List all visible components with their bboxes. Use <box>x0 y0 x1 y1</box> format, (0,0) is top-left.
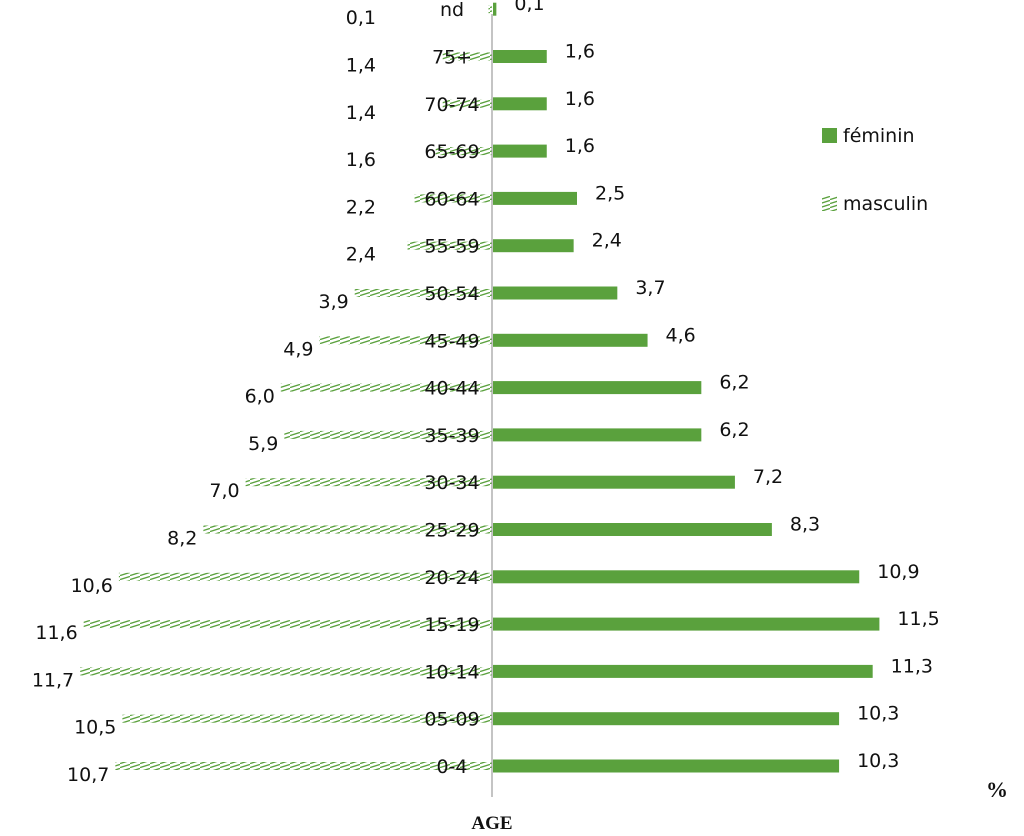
category-label-50-54: 50-54 <box>424 283 479 305</box>
value-label-feminin-50-54: 3,7 <box>635 277 665 299</box>
value-label-masculin-05-09: 10,5 <box>74 717 116 739</box>
value-label-masculin-20-24: 10,6 <box>71 575 113 597</box>
value-label-masculin-50-54: 3,9 <box>319 291 349 313</box>
bar-feminin-0-4 <box>493 759 840 773</box>
category-label-25-29: 25-29 <box>424 520 479 542</box>
category-label-05-09: 05-09 <box>424 709 479 731</box>
value-label-masculin-45-49: 4,9 <box>283 338 313 360</box>
bar-masculin-30-34 <box>245 478 492 487</box>
bar-masculin-25-29 <box>203 525 493 534</box>
category-label-60-64: 60-64 <box>424 188 479 210</box>
legend-label-feminin: féminin <box>843 125 915 147</box>
value-label-feminin-35-39: 6,2 <box>719 419 749 441</box>
bar-masculin-55-59 <box>407 241 492 250</box>
value-label-masculin-nd: 0,1 <box>346 7 376 29</box>
bar-masculin-20-24 <box>118 572 492 581</box>
value-label-feminin-45-49: 4,6 <box>666 324 696 346</box>
bar-masculin-10-14 <box>80 667 492 676</box>
category-label-40-44: 40-44 <box>424 378 479 400</box>
bar-feminin-nd <box>493 2 497 16</box>
legend: féminin masculin <box>822 125 928 215</box>
value-label-feminin-25-29: 8,3 <box>790 514 820 536</box>
value-label-feminin-20-24: 10,9 <box>877 561 919 583</box>
legend-swatch-feminin <box>822 128 837 143</box>
bar-masculin-60-64 <box>414 194 492 203</box>
value-label-feminin-05-09: 10,3 <box>857 703 899 725</box>
value-label-masculin-55-59: 2,4 <box>346 244 376 266</box>
value-label-feminin-65-69: 1,6 <box>565 135 595 157</box>
bar-feminin-45-49 <box>493 333 648 347</box>
legend-swatch-masculin <box>822 196 837 211</box>
bar-feminin-60-64 <box>493 191 577 205</box>
bar-feminin-40-44 <box>493 381 702 395</box>
unit-label: % <box>986 777 1008 802</box>
bar-masculin-0-4 <box>115 762 493 770</box>
value-label-masculin-65-69: 1,6 <box>346 149 376 171</box>
bar-feminin-35-39 <box>493 428 702 442</box>
value-label-feminin-30-34: 7,2 <box>753 466 783 488</box>
value-label-masculin-60-64: 2,2 <box>346 196 376 218</box>
value-label-masculin-35-39: 5,9 <box>248 433 278 455</box>
value-label-masculin-0-4: 10,7 <box>67 764 109 786</box>
bar-masculin-15-19 <box>83 620 493 629</box>
value-label-masculin-30-34: 7,0 <box>209 480 239 502</box>
bar-masculin-35-39 <box>284 430 492 439</box>
value-label-masculin-25-29: 8,2 <box>167 528 197 550</box>
category-label-nd: nd <box>440 0 464 21</box>
value-label-masculin-15-19: 11,6 <box>35 622 77 644</box>
category-label-15-19: 15-19 <box>424 614 479 636</box>
bar-feminin-25-29 <box>493 523 772 536</box>
value-label-masculin-40-44: 6,0 <box>245 386 275 408</box>
value-label-feminin-0-4: 10,3 <box>857 750 899 772</box>
value-label-feminin-10-14: 11,3 <box>891 655 933 677</box>
legend-label-masculin: masculin <box>843 193 928 215</box>
value-label-feminin-75plus: 1,6 <box>565 41 595 63</box>
category-label-10-14: 10-14 <box>424 661 479 683</box>
category-label-75plus: 75+ <box>432 47 472 69</box>
value-label-feminin-60-64: 2,5 <box>595 182 625 204</box>
bar-feminin-05-09 <box>493 712 840 726</box>
value-label-masculin-75plus: 1,4 <box>346 55 376 77</box>
bar-feminin-65-69 <box>493 144 547 158</box>
bar-feminin-55-59 <box>493 239 574 253</box>
bar-masculin-65-69 <box>435 147 492 156</box>
value-label-feminin-nd: 0,1 <box>514 0 544 15</box>
category-label-45-49: 45-49 <box>424 330 479 352</box>
bar-masculin-05-09 <box>122 714 493 723</box>
category-label-0-4: 0-4 <box>436 756 467 778</box>
bar-feminin-70-74 <box>493 97 547 111</box>
value-label-feminin-70-74: 1,6 <box>565 88 595 110</box>
bar-masculin-70-74 <box>442 99 492 108</box>
value-label-feminin-55-59: 2,4 <box>592 230 622 252</box>
category-label-55-59: 55-59 <box>424 236 479 258</box>
bar-feminin-20-24 <box>493 570 860 584</box>
bar-masculin-75plus <box>442 52 492 61</box>
value-label-masculin-10-14: 11,7 <box>32 669 74 691</box>
bar-masculin-45-49 <box>319 336 492 345</box>
bars-layer <box>80 2 880 773</box>
bar-feminin-50-54 <box>493 286 618 300</box>
bar-feminin-10-14 <box>493 664 873 678</box>
category-label-30-34: 30-34 <box>424 472 479 494</box>
value-label-feminin-40-44: 6,2 <box>719 372 749 394</box>
bar-masculin-40-44 <box>280 383 492 392</box>
bar-feminin-75plus <box>493 50 547 63</box>
value-label-masculin-70-74: 1,4 <box>346 102 376 124</box>
category-label-20-24: 20-24 <box>424 567 479 589</box>
category-label-65-69: 65-69 <box>424 141 479 163</box>
bar-masculin-50-54 <box>354 289 492 297</box>
bar-feminin-15-19 <box>493 617 880 631</box>
value-label-feminin-15-19: 11,5 <box>897 608 939 630</box>
bar-masculin-nd <box>488 5 492 14</box>
x-axis-title: AGE <box>471 813 512 834</box>
category-label-35-39: 35-39 <box>424 425 479 447</box>
category-label-70-74: 70-74 <box>424 94 479 116</box>
bar-feminin-30-34 <box>493 475 735 489</box>
labels-layer: 0-4 10,3 10,7 05-09 10,3 10,5 10-14 11,3 11,7 15-… <box>32 0 940 786</box>
